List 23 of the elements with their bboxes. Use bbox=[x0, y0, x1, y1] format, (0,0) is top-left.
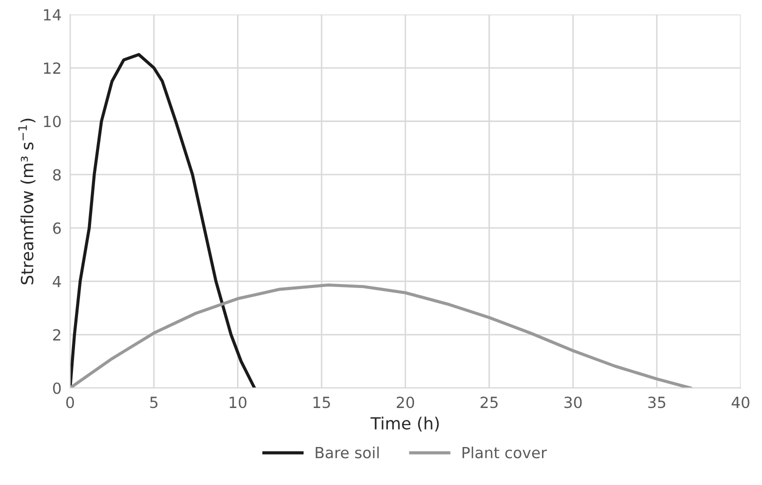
x-tick-label: 20 bbox=[396, 396, 414, 408]
x-tick-label: 0 bbox=[66, 396, 74, 408]
y-tick-label: 12 bbox=[44, 62, 60, 74]
line-series bbox=[70, 284, 692, 388]
y-tick-label: 2 bbox=[53, 329, 60, 340]
line-series bbox=[70, 53, 256, 388]
y-tick-label: 6 bbox=[53, 222, 61, 234]
legend-label: Bare soil bbox=[316, 446, 379, 458]
x-tick-label: 25 bbox=[480, 396, 498, 408]
x-tick-label: 40 bbox=[732, 396, 750, 408]
x-tick-label: 10 bbox=[230, 396, 246, 408]
legend-label: Plant cover bbox=[462, 446, 547, 458]
x-axis-title: Time (h) bbox=[370, 416, 439, 432]
y-axis-title: Streamflow (m³ s$^{−1}$) bbox=[18, 118, 36, 284]
x-tick-label: 5 bbox=[150, 396, 158, 408]
y-tick-label: 10 bbox=[44, 116, 61, 128]
y-tick-label: 8 bbox=[53, 169, 61, 181]
y-tick-label: 4 bbox=[52, 276, 61, 288]
y-tick-label: 14 bbox=[44, 9, 61, 20]
x-tick-label: 35 bbox=[648, 396, 666, 408]
x-tick-label: 30 bbox=[564, 396, 582, 408]
x-tick-label: 15 bbox=[314, 396, 330, 408]
y-tick-label: 0 bbox=[53, 382, 61, 394]
